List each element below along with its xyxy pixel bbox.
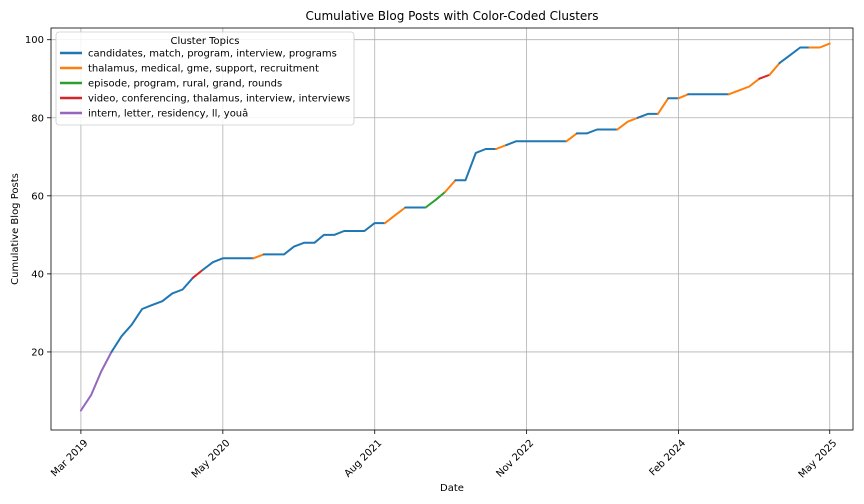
series-line-cluster-1 (677, 93, 690, 100)
series-line-cluster-2 (424, 190, 447, 209)
series-line-cluster-0 (778, 46, 811, 65)
series-line-cluster-0 (505, 140, 568, 147)
series-line-cluster-1 (384, 206, 407, 225)
x-tick-label: Aug 2021 (343, 438, 385, 480)
series-line-cluster-0 (262, 222, 386, 256)
series-line-cluster-0 (110, 276, 194, 353)
x-axis-label: Date (440, 483, 464, 494)
series-line-cluster-1 (495, 144, 508, 150)
legend-entry-label: episode, program, rural, grand, rounds (88, 79, 282, 90)
series-line-cluster-3 (191, 269, 204, 279)
x-tick-label: May 2025 (797, 438, 840, 481)
legend-entry-label: intern, letter, residency, ll, youâ (88, 108, 248, 120)
legend: Cluster Topics candidates, match, progra… (55, 31, 355, 126)
series-line-cluster-1 (252, 253, 265, 260)
x-tick-label: Feb 2024 (648, 438, 689, 479)
series-line-cluster-3 (758, 73, 771, 80)
plot-frame (50, 27, 854, 431)
series-lines (79, 42, 831, 412)
x-tick-label: May 2020 (190, 438, 233, 481)
y-tick-label: 80 (31, 113, 44, 124)
y-tick-label: 20 (31, 347, 44, 358)
series-line-cluster-0 (575, 128, 619, 135)
x-tick-label: Mar 2019 (49, 438, 90, 479)
legend-entry-label: candidates, match, program, interview, p… (88, 49, 337, 60)
x-axis-ticks: Mar 2019 May 2020 Aug 2021 Nov 2022 Feb 2024… (49, 430, 839, 481)
y-tick-label: 100 (25, 35, 44, 46)
series-line-cluster-0 (201, 257, 255, 271)
series-line-cluster-1 (727, 77, 761, 96)
legend-title: Cluster Topics (170, 36, 239, 47)
y-tick-label: 60 (31, 191, 44, 202)
y-axis-ticks: 20 40 60 80 100 (25, 35, 51, 358)
series-line-cluster-1 (565, 132, 578, 143)
series-line-cluster-1 (616, 116, 639, 131)
legend-entry-label: video, conferencing, thalamus, interview… (88, 94, 350, 105)
chart-title: Cumulative Blog Posts with Color-Coded C… (306, 9, 599, 23)
series-line-cluster-1 (444, 179, 457, 193)
series-line-cluster-1 (768, 62, 781, 76)
series-line-cluster-1 (808, 42, 831, 49)
legend-box (55, 31, 355, 126)
series-line-cluster-1 (656, 97, 670, 115)
y-axis-label: Cumulative Blog Posts (10, 173, 21, 285)
series-line-cluster-0 (636, 112, 659, 119)
series-line-cluster-4 (79, 350, 113, 412)
x-tick-label: Nov 2022 (494, 438, 536, 480)
series-line-cluster-0 (454, 148, 497, 182)
legend-entries: candidates, match, program, interview, p… (60, 49, 350, 120)
legend-entry-label: thalamus, medical, gme, support, recruit… (88, 64, 319, 75)
y-tick-label: 40 (31, 269, 44, 280)
